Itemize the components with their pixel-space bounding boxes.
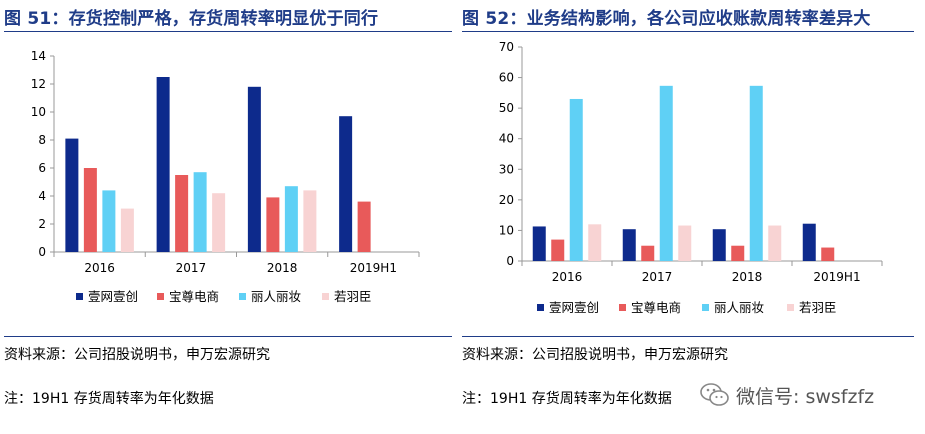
bar (102, 190, 116, 252)
legend-swatch (157, 293, 164, 300)
x-tick-label: 2017 (176, 261, 207, 275)
chart-title: 图 51：存货控制严格，存货周转率明显优于同行 (4, 9, 379, 29)
watermark-text: 微信号: swsfzfz (736, 385, 875, 408)
bar (532, 226, 546, 261)
legend-label: 若羽臣 (334, 289, 372, 304)
bar (266, 197, 280, 252)
y-tick-label: 0 (506, 254, 514, 268)
legend-label: 壹网壹创 (88, 289, 138, 304)
chart-panel-receivables-turnover: 图 52：业务结构影响，各公司应收账款周转率差异大 0 10 20 30 40 50 60 7… (462, 0, 920, 434)
wechat-icon (700, 383, 729, 406)
bar (588, 224, 602, 261)
y-tick-label: 12 (31, 77, 46, 91)
y-tick-label: 2 (38, 217, 46, 231)
chart-title: 图 52：业务结构影响，各公司应收账款周转率差异大 (462, 9, 871, 29)
legend-label: 丽人丽妆 (714, 300, 764, 315)
footnote: 注：19H1 存货周转率为年化数据 (462, 391, 672, 407)
y-tick-label: 8 (38, 133, 46, 147)
bar (284, 186, 298, 252)
bar (156, 77, 170, 252)
bar (622, 229, 636, 261)
legend-swatch (619, 304, 626, 311)
bar (83, 168, 97, 252)
y-tick-label: 10 (499, 223, 514, 237)
y-tick-label: 14 (31, 49, 46, 63)
bar (212, 193, 226, 252)
footnote: 注：19H1 存货周转率为年化数据 (4, 391, 214, 407)
legend-label: 宝尊电商 (169, 289, 219, 304)
bar (175, 175, 189, 252)
bar (193, 172, 207, 252)
x-tick-label: 2017 (642, 270, 673, 284)
bar (339, 116, 353, 252)
bar (802, 223, 816, 261)
bar (749, 85, 763, 261)
source-divider (4, 336, 452, 337)
legend-swatch (787, 304, 794, 311)
legend-swatch (702, 304, 709, 311)
y-tick-label: 4 (38, 189, 46, 203)
x-tick-label: 2018 (732, 270, 763, 284)
bar (821, 247, 835, 261)
bar (65, 138, 79, 252)
x-tick-label: 2019H1 (350, 261, 397, 275)
legend-swatch (239, 293, 246, 300)
x-tick-label: 2016 (552, 270, 583, 284)
y-tick-label: 6 (38, 161, 46, 175)
title-divider (462, 31, 914, 32)
x-tick-label: 2018 (267, 261, 298, 275)
y-tick-label: 50 (499, 101, 514, 115)
bar (357, 201, 371, 252)
bar (303, 190, 317, 252)
source-note: 资料来源：公司招股说明书，申万宏源研究 (4, 347, 270, 363)
x-tick-label: 2019H1 (813, 270, 860, 284)
bar (712, 229, 726, 261)
legend-label: 若羽臣 (799, 300, 837, 315)
title-divider (4, 31, 452, 32)
source-note: 资料来源：公司招股说明书，申万宏源研究 (462, 347, 728, 363)
bar (641, 245, 655, 261)
y-tick-label: 40 (499, 132, 514, 146)
bar (731, 245, 745, 261)
bar (569, 98, 583, 261)
source-divider (462, 336, 914, 337)
wechat-watermark: 微信号: swsfzfz (700, 381, 874, 409)
y-tick-label: 70 (499, 40, 514, 54)
legend-label: 壹网壹创 (549, 300, 599, 315)
bar-chart-inventory-turnover: 0 2 4 6 8 10 12 14 2016 2017 2018 2019H1 壹网壹创 宝尊电商 丽人丽… (31, 49, 420, 304)
y-tick-label: 0 (38, 245, 46, 259)
y-tick-label: 30 (499, 162, 514, 176)
bar (247, 86, 261, 252)
legend-swatch (537, 304, 544, 311)
y-tick-label: 60 (499, 71, 514, 85)
chart-panel-inventory-turnover: 图 51：存货控制严格，存货周转率明显优于同行 0 2 4 6 8 10 12 14 2016 2… (4, 0, 462, 434)
legend-label: 丽人丽妆 (251, 289, 301, 304)
x-tick-label: 2016 (84, 261, 115, 275)
y-tick-label: 10 (31, 105, 46, 119)
bar (659, 85, 673, 261)
legend-swatch (322, 293, 329, 300)
bar (678, 225, 692, 261)
legend-swatch (76, 293, 83, 300)
bar (768, 225, 782, 261)
bar (120, 208, 134, 252)
y-tick-label: 20 (499, 193, 514, 207)
bar-chart-receivables-turnover: 0 10 20 30 40 50 60 70 2016 2017 2018 2019H1 壹网壹创 宝尊电… (499, 40, 883, 315)
bar (551, 239, 565, 261)
legend-label: 宝尊电商 (631, 300, 681, 315)
